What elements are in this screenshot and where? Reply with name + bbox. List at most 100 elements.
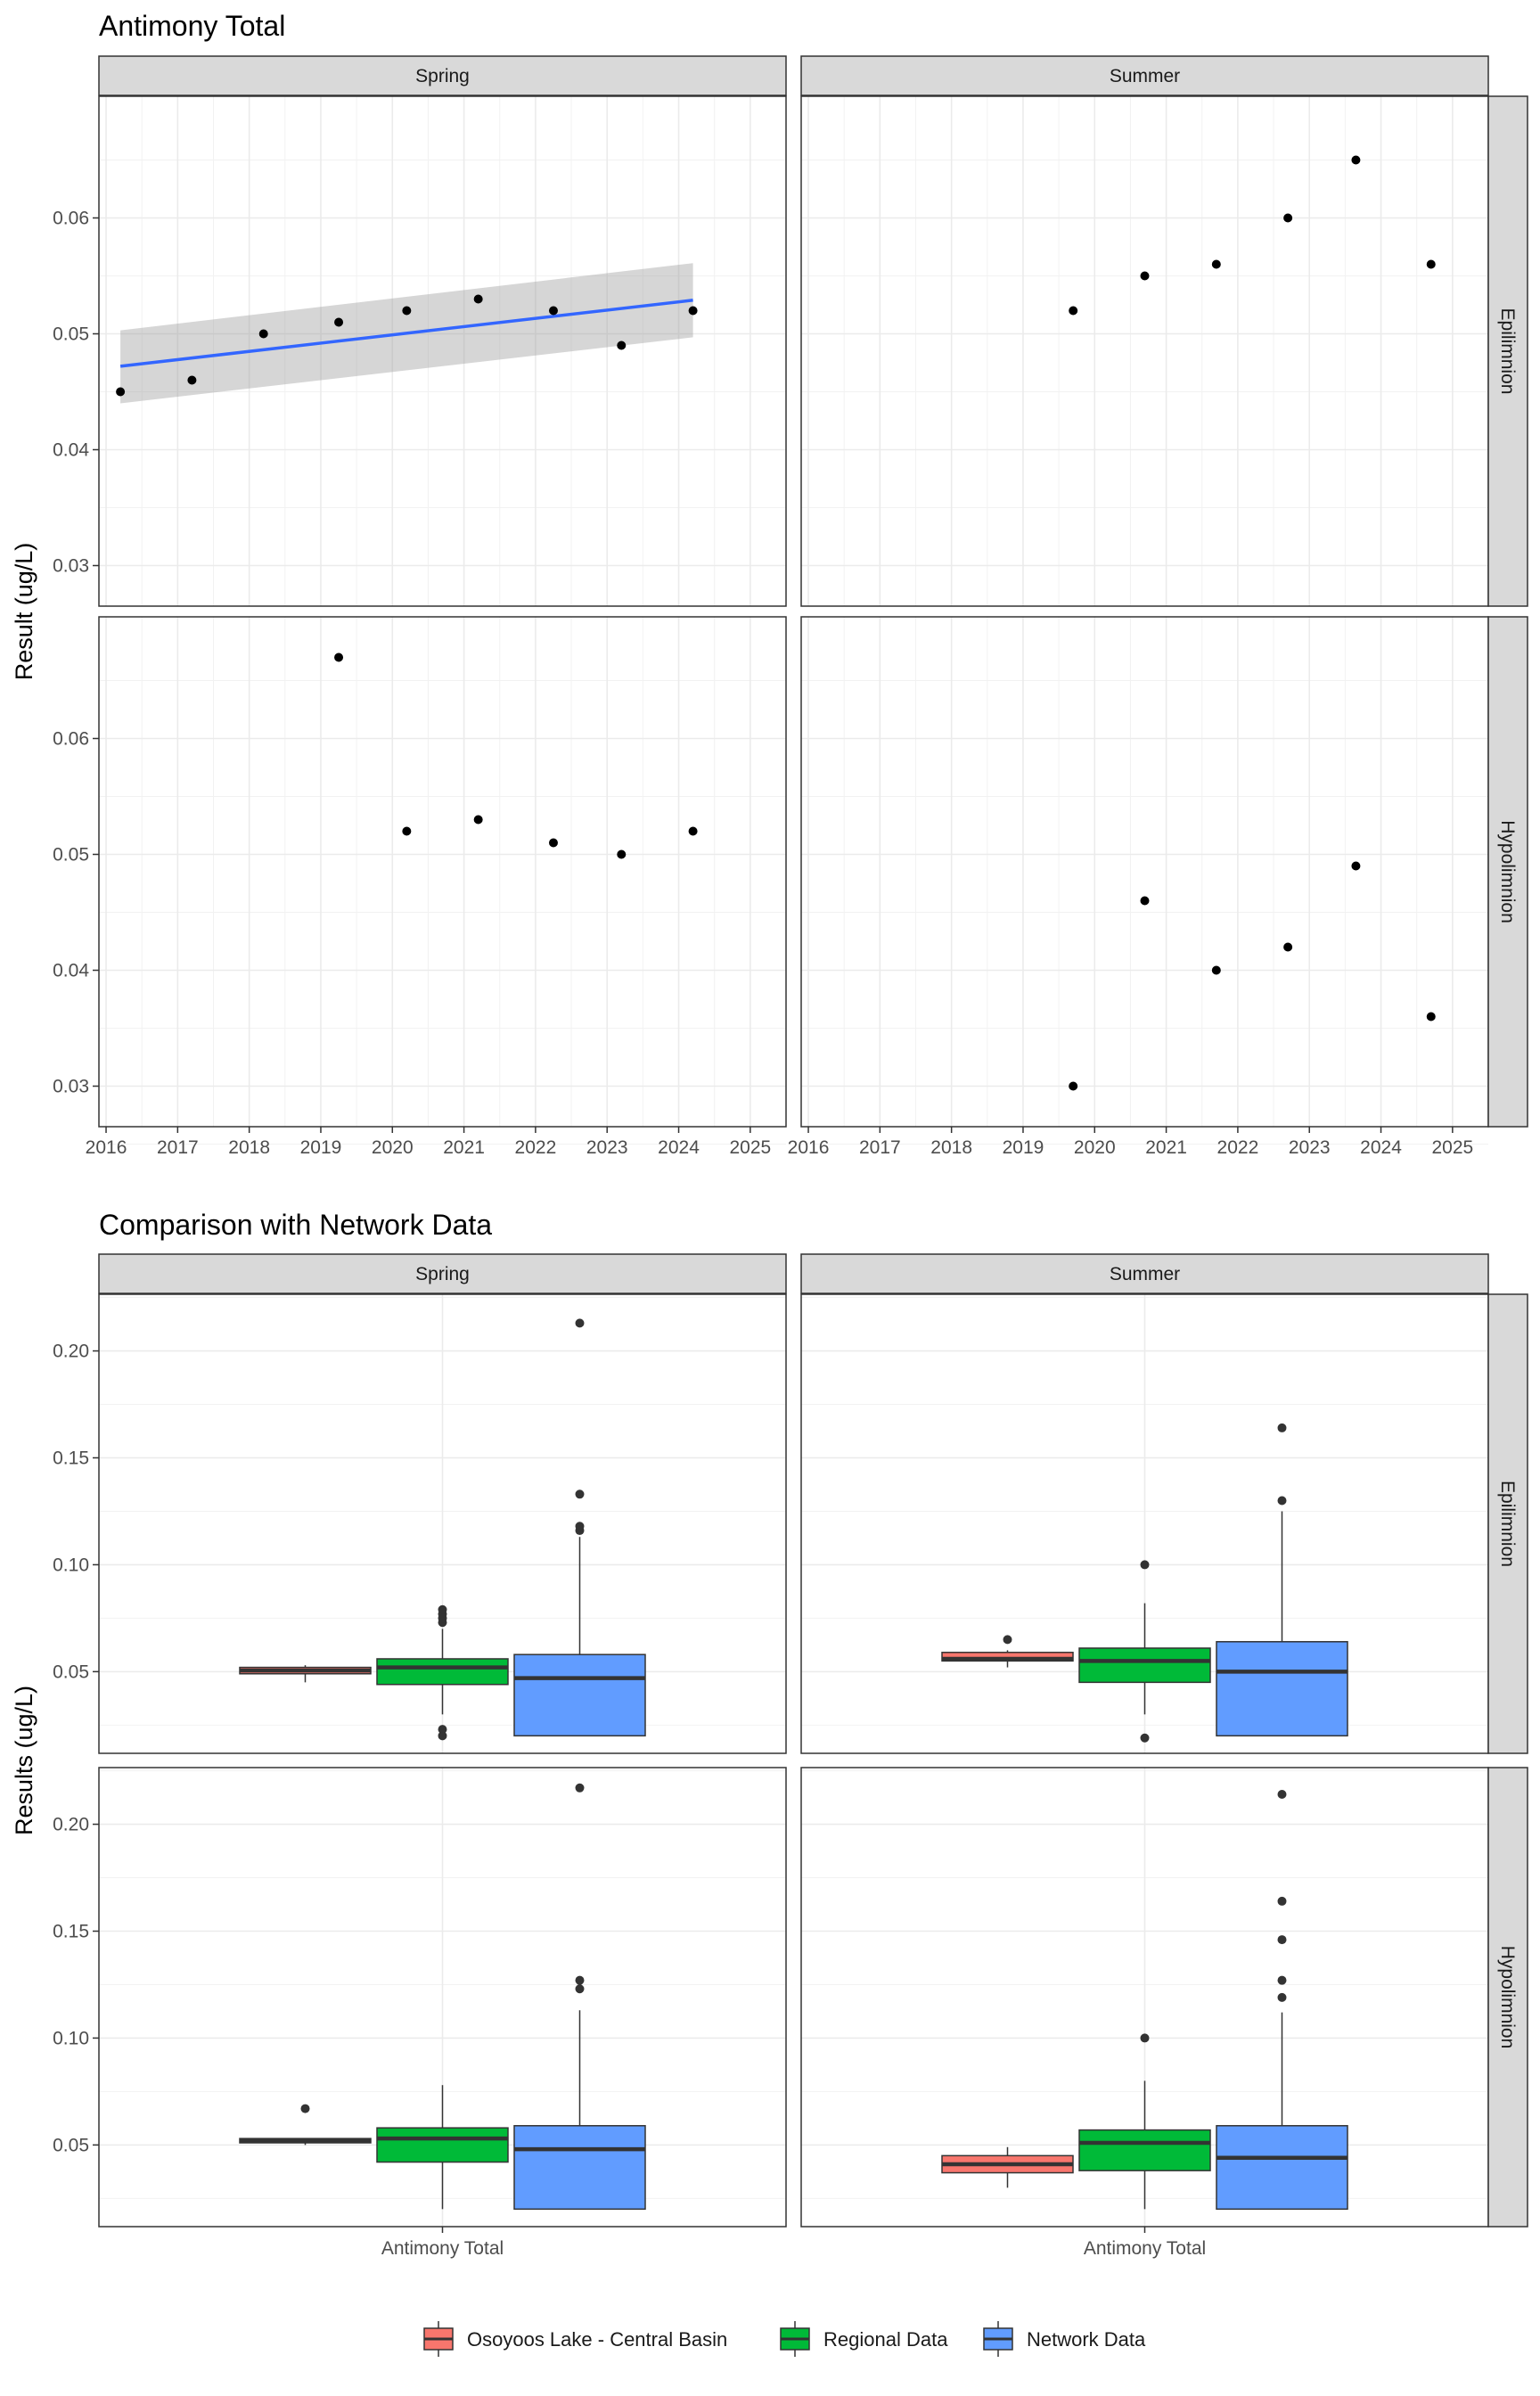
data-point — [617, 849, 627, 859]
data-point — [258, 329, 268, 339]
box-network-data — [1216, 1789, 1348, 2211]
panel-background — [99, 617, 786, 1127]
facet-row-label: Epilimnion — [1497, 1481, 1518, 1567]
chart-title: Antimony Total — [99, 10, 285, 42]
y-tick-label: 0.06 — [53, 209, 89, 229]
y-tick-label: 0.10 — [53, 1555, 89, 1575]
outlier-point — [1277, 1896, 1287, 1906]
data-point — [187, 375, 197, 385]
data-point — [1140, 271, 1150, 281]
facet-strip-hypolimnion — [1487, 1767, 1528, 2228]
panel-data-summer-epilimnion — [941, 1423, 1348, 1743]
facet-row-label: Hypolimnion — [1497, 1946, 1518, 2049]
data-point — [688, 306, 698, 316]
data-point — [473, 294, 483, 304]
panel-data-spring-hypolimnion — [239, 1783, 646, 2211]
x-tick-label: 2025 — [1431, 1137, 1473, 1158]
data-point — [1211, 259, 1221, 269]
data-point — [1069, 1081, 1078, 1091]
facet-strip-epilimnion — [1487, 1293, 1528, 1754]
outlier-point — [575, 1522, 585, 1531]
box-iqr — [376, 1658, 509, 1686]
panel-data-spring-hypolimnion — [334, 652, 698, 859]
x-tick-label: 2017 — [157, 1137, 199, 1158]
y-tick-label: 0.10 — [53, 2028, 89, 2048]
facet-strip-label: Spring — [415, 66, 470, 86]
panel-border — [98, 95, 787, 607]
box-osoyoos-lake — [941, 2146, 1074, 2188]
y-tick-label: 0.05 — [53, 324, 89, 345]
box-regional-data — [376, 2085, 509, 2210]
x-tick-label: 2020 — [1074, 1137, 1116, 1158]
facet-strip-spring — [98, 55, 787, 96]
box-osoyoos-lake — [941, 1635, 1074, 1668]
box-network-data — [513, 1318, 646, 1737]
data-point — [1211, 965, 1221, 975]
facet-strip-label: Summer — [1110, 66, 1180, 86]
x-tick-label: Antimony Total — [381, 2238, 504, 2259]
panel-data-summer-epilimnion — [1069, 155, 1436, 316]
box-iqr — [1078, 1647, 1211, 1684]
panel-data-spring-epilimnion — [239, 1318, 646, 1741]
data-point — [1069, 306, 1078, 316]
x-tick-label: 2024 — [658, 1137, 700, 1158]
outlier-point — [1140, 1560, 1150, 1570]
chart-antimony-total: Antimony Total Spring Summer Epilimnion Hypo… — [11, 10, 1528, 1158]
data-point — [617, 341, 627, 350]
x-tick-label: 2023 — [586, 1137, 628, 1158]
x-tick-label: 2016 — [86, 1137, 127, 1158]
y-axis-title: Results (ug/L) — [11, 1686, 37, 1835]
y-tick-label: 0.20 — [53, 1342, 89, 1362]
data-point — [1426, 259, 1436, 269]
box-iqr — [1078, 2129, 1211, 2171]
x-tick-label: 2018 — [930, 1137, 972, 1158]
outlier-point — [575, 1318, 585, 1328]
box-iqr — [513, 1653, 646, 1737]
legend: Osoyoos Lake - Central Basin Regional Dat… — [423, 2321, 1146, 2357]
outlier-point — [1277, 1423, 1287, 1432]
outlier-point — [300, 2104, 310, 2113]
outlier-point — [438, 1604, 447, 1614]
legend-label: Osoyoos Lake - Central Basin — [467, 2328, 727, 2351]
x-tick-label: Antimony Total — [1084, 2238, 1206, 2259]
chart-title: Comparison with Network Data — [99, 1209, 492, 1241]
data-point — [1351, 861, 1361, 871]
facet-row-label: Epilimnion — [1497, 308, 1518, 395]
box-regional-data — [1078, 1560, 1211, 1743]
facet-strip-spring — [98, 1253, 787, 1294]
facet-strip-label: Summer — [1110, 1264, 1180, 1284]
x-tick-label: 2025 — [729, 1137, 771, 1158]
box-regional-data — [1078, 2033, 1211, 2210]
y-tick-label: 0.06 — [53, 729, 89, 750]
panel-border — [98, 616, 787, 1128]
y-tick-label: 0.15 — [53, 1448, 89, 1469]
box-iqr — [1216, 1641, 1348, 1737]
outlier-point — [1277, 1992, 1287, 2002]
y-tick-label: 0.05 — [53, 1662, 89, 1682]
chart-comparison-network: Comparison with Network Data Spring Summer… — [11, 1209, 1528, 2357]
box-osoyoos-lake — [239, 2104, 372, 2146]
y-tick-label: 0.15 — [53, 1922, 89, 1942]
y-tick-label: 0.05 — [53, 2135, 89, 2155]
data-point — [402, 306, 412, 316]
outlier-point — [575, 1489, 585, 1499]
box-network-data — [513, 1783, 646, 2211]
x-tick-label: 2022 — [1217, 1137, 1259, 1158]
box-iqr — [941, 1652, 1074, 1662]
panel-summer-epilimnion — [801, 96, 1488, 624]
x-tick-label: 2022 — [515, 1137, 557, 1158]
data-point — [1283, 942, 1293, 952]
panel-border — [98, 1293, 787, 1754]
data-point — [334, 317, 344, 327]
facet-strip-epilimnion — [1487, 95, 1528, 607]
outlier-point — [1003, 1635, 1012, 1645]
legend-item: Osoyoos Lake - Central Basin — [423, 2321, 727, 2357]
data-point — [548, 306, 558, 316]
y-axis-title: Result (ug/L) — [11, 543, 37, 681]
data-point — [402, 826, 412, 836]
panel-data-spring-epilimnion — [116, 263, 698, 404]
legend-label: Network Data — [1027, 2328, 1146, 2351]
legend-label: Regional Data — [823, 2328, 948, 2351]
y-tick-label: 0.05 — [53, 845, 89, 866]
data-point — [473, 815, 483, 825]
